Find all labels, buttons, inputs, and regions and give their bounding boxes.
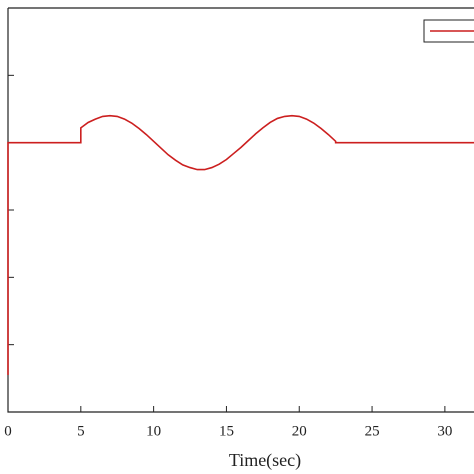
- x-tick-label: 5: [77, 423, 85, 439]
- x-tick-label: 15: [219, 423, 234, 439]
- x-tick-label: 25: [365, 423, 380, 439]
- x-tick-label: 10: [146, 423, 161, 439]
- x-axis-label: Time(sec): [229, 450, 301, 471]
- x-tick-label: 20: [292, 423, 307, 439]
- x-tick-label: 30: [437, 423, 452, 439]
- series-line: [7, 114, 474, 375]
- x-tick-label: 0: [4, 423, 12, 439]
- axes-frame: [7, 7, 474, 413]
